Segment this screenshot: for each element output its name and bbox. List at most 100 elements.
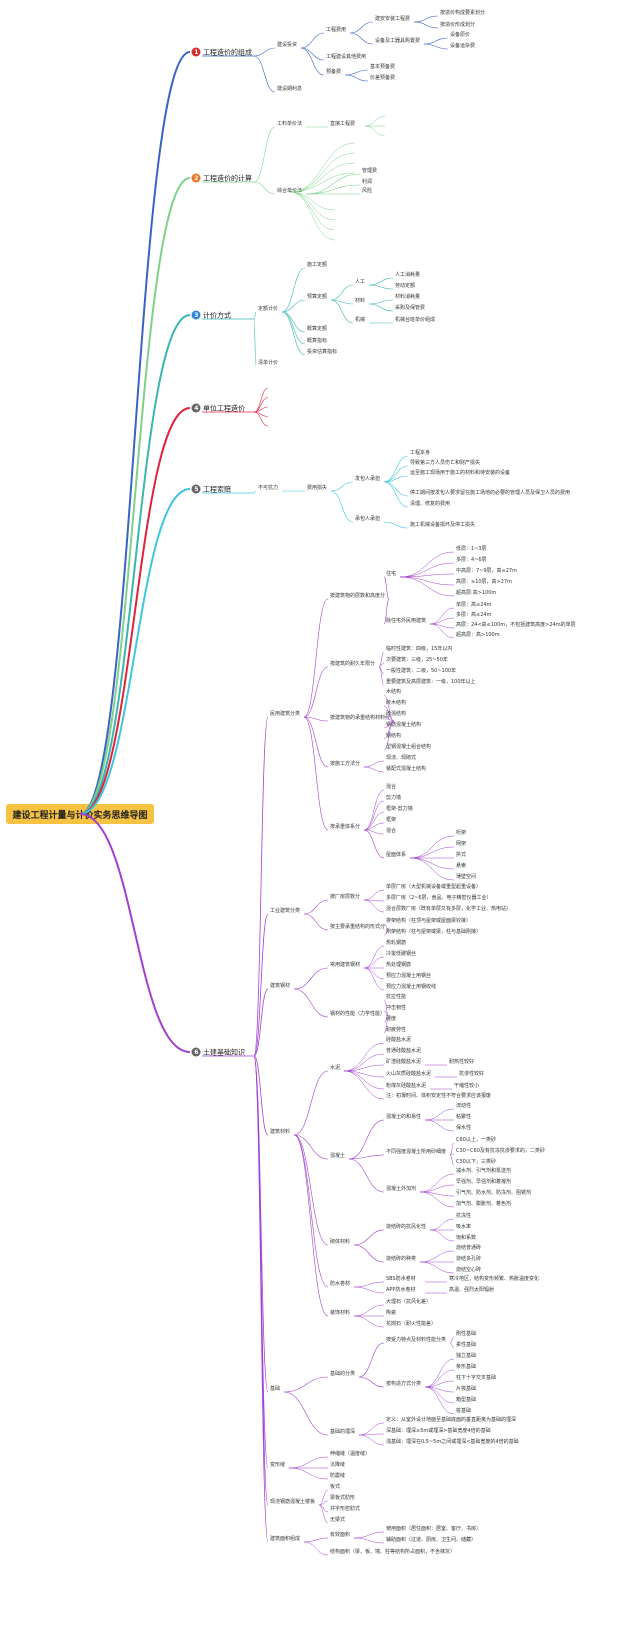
node-label: 冲击韧性 bbox=[386, 1004, 406, 1011]
node-connector bbox=[300, 32, 325, 49]
node-label: 变形缝 bbox=[270, 1461, 285, 1468]
node-connector bbox=[253, 913, 269, 1057]
node-connector bbox=[303, 1537, 329, 1543]
node-connector bbox=[253, 1055, 269, 1136]
node-connector bbox=[353, 1286, 385, 1294]
node-connector bbox=[429, 1218, 455, 1231]
node-connector bbox=[363, 766, 385, 773]
node-label: 屋面体系 bbox=[386, 851, 406, 858]
branch-number: 3 bbox=[194, 312, 198, 319]
node-label: 预算定额 bbox=[307, 293, 327, 300]
node-connector bbox=[424, 1119, 455, 1132]
node-connector bbox=[343, 1064, 385, 1072]
node-connector bbox=[378, 666, 385, 686]
node-label: 高温、强烈太阳辐射 bbox=[449, 1286, 494, 1293]
node-label: 硬度 bbox=[386, 1015, 396, 1022]
node-label: 深基础：埋深≥5m或埋深>基础宽度4倍的基础 bbox=[386, 1427, 491, 1434]
node-label: 砖混结构 bbox=[386, 710, 406, 717]
node-connector bbox=[343, 1053, 385, 1072]
node-connector bbox=[318, 1500, 329, 1506]
node-label: 利润 bbox=[362, 178, 372, 185]
node-label: 热处理钢筋 bbox=[386, 961, 411, 968]
node-connector bbox=[429, 617, 455, 625]
node-label: 次要建筑：三级，25~50年 bbox=[386, 656, 448, 663]
node-connector bbox=[349, 21, 374, 34]
node-connector bbox=[358, 1434, 385, 1446]
node-label: 按施工方法分 bbox=[330, 760, 360, 767]
node-connector bbox=[353, 1244, 385, 1263]
node-connector bbox=[383, 999, 390, 1018]
node-label: 按造价形成划分 bbox=[440, 21, 475, 28]
node-connector bbox=[449, 1142, 455, 1156]
node-label: 井字形密肋式 bbox=[330, 1505, 360, 1512]
node-connector bbox=[353, 1281, 385, 1288]
node-connector bbox=[353, 1304, 385, 1317]
node-connector bbox=[330, 490, 354, 523]
node-label: 高层：24<高≤100m，不包括建筑高度>24m的单层 bbox=[456, 621, 576, 628]
node-label: 概算定额 bbox=[307, 325, 327, 332]
branch-number-icon bbox=[191, 484, 201, 494]
node-label: 吸水率 bbox=[456, 1223, 471, 1230]
node-label: 钢材的性能（力学性能） bbox=[330, 1010, 385, 1017]
node-label: 箱型基础 bbox=[456, 1396, 476, 1403]
node-label: 板式 bbox=[330, 1483, 340, 1490]
node-label: C60以上，一类砂 bbox=[456, 1136, 496, 1143]
node-label: 型钢混凝土组合结构 bbox=[386, 743, 431, 750]
node-label: 现浇钢筋混凝土楼板 bbox=[270, 1498, 315, 1505]
node-label: 硅酸盐水泥 bbox=[386, 1036, 411, 1043]
node-label: 多层厂房（2~6层，食品、电子精密仪器工业） bbox=[386, 894, 492, 901]
node-connector bbox=[399, 576, 455, 597]
node-connector bbox=[363, 967, 385, 991]
branch-number-icon bbox=[191, 173, 201, 183]
node-connector bbox=[330, 299, 354, 324]
node-connector bbox=[363, 789, 385, 831]
node-connector bbox=[358, 1376, 385, 1388]
branch-connector bbox=[79, 51, 191, 815]
node-label: 运至施工现场用于施工的材料和待安装的设备 bbox=[410, 469, 510, 476]
node-connector bbox=[363, 899, 385, 902]
node-connector bbox=[409, 857, 455, 870]
node-label: 超高层：高>100m bbox=[456, 631, 500, 638]
node-label: 材料消耗量 bbox=[395, 293, 420, 300]
node-label: 风险 bbox=[362, 187, 372, 194]
node-label: 建设期利息 bbox=[277, 85, 302, 92]
node-label: 设备运杂费 bbox=[450, 42, 475, 49]
node-connector bbox=[293, 1134, 329, 1288]
branch-number-icon bbox=[191, 47, 201, 57]
node-label: 框架 bbox=[386, 816, 396, 823]
node-label: 价差预备费 bbox=[370, 74, 395, 81]
node-connector bbox=[363, 899, 385, 913]
node-label: 框架-剪力墙 bbox=[386, 805, 413, 812]
node-connector bbox=[383, 1016, 390, 1034]
node-label: 按建筑物的承重结构材料分 bbox=[330, 714, 390, 721]
node-connector bbox=[303, 716, 329, 768]
node-label: 混合 bbox=[386, 827, 396, 834]
root-title: 建设工程计量与计价实务思维导图 bbox=[12, 810, 148, 821]
node-connector bbox=[423, 43, 449, 50]
node-label: 施工机械设备损坏及停工损失 bbox=[410, 521, 475, 528]
node-label: 工程本身 bbox=[410, 449, 430, 456]
node-connector bbox=[409, 857, 455, 881]
node-label: 管理费 bbox=[362, 167, 377, 174]
node-label: 建筑面积组成 bbox=[270, 1535, 300, 1542]
node-label: APP防水卷材 bbox=[386, 1286, 415, 1293]
node-label: 工程费用 bbox=[326, 26, 346, 33]
leaf-connector bbox=[253, 411, 269, 427]
node-label: 投资估算指标 bbox=[307, 348, 337, 355]
node-label: 停工期间按发包人要求留在施工场地的必要的管理人员及保卫人员的费用 bbox=[410, 489, 570, 496]
node-connector bbox=[383, 576, 390, 600]
node-connector bbox=[449, 1154, 455, 1166]
node-connector bbox=[363, 829, 385, 859]
branch-number: 4 bbox=[194, 405, 198, 412]
leaf-connector bbox=[289, 142, 356, 193]
node-connector bbox=[429, 607, 455, 625]
node-label: 一般性建筑：二级，50~100年 bbox=[386, 667, 456, 674]
node-connector bbox=[348, 1119, 385, 1160]
branch-title: 单位工程造价 bbox=[203, 404, 245, 413]
node-label: 寒冷地区，结构变形频繁、热胀温度变化 bbox=[449, 1275, 539, 1282]
node-connector bbox=[253, 47, 276, 57]
node-label: 清理、修复的费用 bbox=[410, 500, 450, 507]
node-label: 抗渗性较好 bbox=[459, 1070, 484, 1077]
node-connector bbox=[449, 1336, 455, 1344]
